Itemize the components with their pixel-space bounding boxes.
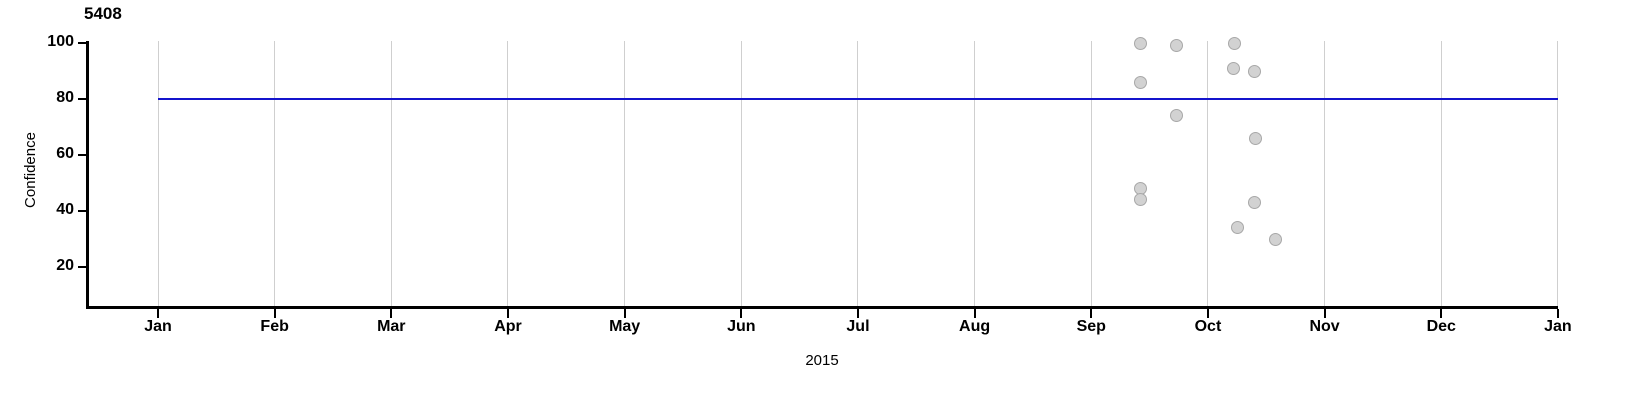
data-point[interactable] <box>1230 221 1244 235</box>
x-axis-label: 2015 <box>805 352 839 369</box>
data-point[interactable] <box>1227 61 1241 75</box>
x-tick-label-may-4: May <box>609 318 641 335</box>
y-axis-line <box>86 41 89 308</box>
data-point[interactable] <box>1228 36 1242 50</box>
data-point[interactable] <box>1249 131 1263 145</box>
gridline-jul-6 <box>857 41 859 306</box>
data-point[interactable] <box>1169 39 1183 53</box>
y-tick-label-60: 60 <box>56 145 74 162</box>
x-tick-mark-1 <box>273 309 276 318</box>
x-tick-mark-7 <box>973 309 976 318</box>
y-tick-mark-40 <box>78 210 87 212</box>
confidence-threshold-line <box>158 98 1558 100</box>
x-tick-label-apr-3: Apr <box>494 318 522 335</box>
gridline-jun-5 <box>740 41 742 306</box>
x-tick-label-jun-5: Jun <box>727 318 756 335</box>
data-point[interactable] <box>1133 75 1147 89</box>
x-tick-mark-5 <box>740 309 743 318</box>
gridline-may-4 <box>624 41 626 306</box>
gridline-jan-0 <box>157 41 159 306</box>
x-tick-label-oct-9: Oct <box>1194 318 1222 335</box>
x-tick-label-nov-10: Nov <box>1309 318 1340 335</box>
data-point[interactable] <box>1133 36 1147 50</box>
gridline-oct-9 <box>1207 41 1209 306</box>
chart-title: 5408 <box>84 4 122 23</box>
y-tick-mark-100 <box>78 42 87 44</box>
data-point[interactable] <box>1248 196 1262 210</box>
gridline-jan-12 <box>1557 41 1559 306</box>
x-tick-mark-2 <box>390 309 393 318</box>
y-tick-mark-80 <box>78 98 87 100</box>
gridline-mar-2 <box>390 41 392 306</box>
gridline-sep-8 <box>1090 41 1092 306</box>
y-tick-label-40: 40 <box>56 201 74 218</box>
y-tick-label-20: 20 <box>56 257 74 274</box>
x-tick-label-feb-1: Feb <box>260 318 289 335</box>
x-tick-mark-3 <box>506 309 509 318</box>
x-tick-mark-0 <box>157 309 159 318</box>
x-tick-mark-11 <box>1440 309 1443 318</box>
y-tick-mark-20 <box>78 266 87 268</box>
x-tick-mark-10 <box>1323 309 1326 318</box>
x-tick-label-aug-7: Aug <box>959 318 991 335</box>
data-point[interactable] <box>1169 109 1183 123</box>
gridline-nov-10 <box>1324 41 1326 306</box>
x-tick-label-jan-12: Jan <box>1544 318 1572 335</box>
data-point[interactable] <box>1248 64 1262 78</box>
data-point[interactable] <box>1269 232 1283 246</box>
x-tick-mark-8 <box>1090 309 1093 318</box>
x-tick-label-mar-2: Mar <box>377 318 406 335</box>
x-tick-mark-9 <box>1206 309 1209 318</box>
gridline-aug-7 <box>974 41 976 306</box>
y-tick-mark-60 <box>78 154 87 156</box>
gridline-dec-11 <box>1440 41 1442 306</box>
x-tick-label-dec-11: Dec <box>1426 318 1456 335</box>
data-point[interactable] <box>1133 193 1147 207</box>
x-tick-label-jul-6: Jul <box>846 318 870 335</box>
x-tick-label-sep-8: Sep <box>1076 318 1106 335</box>
y-tick-label-80: 80 <box>56 89 74 106</box>
y-tick-label-100: 100 <box>47 33 74 50</box>
x-axis-line <box>86 306 1558 309</box>
x-tick-label-jan-0: Jan <box>144 318 172 335</box>
gridline-feb-1 <box>274 41 276 306</box>
x-tick-mark-6 <box>856 309 859 318</box>
x-tick-mark-12 <box>1556 309 1559 318</box>
x-tick-mark-4 <box>623 309 626 318</box>
gridline-apr-3 <box>507 41 509 306</box>
